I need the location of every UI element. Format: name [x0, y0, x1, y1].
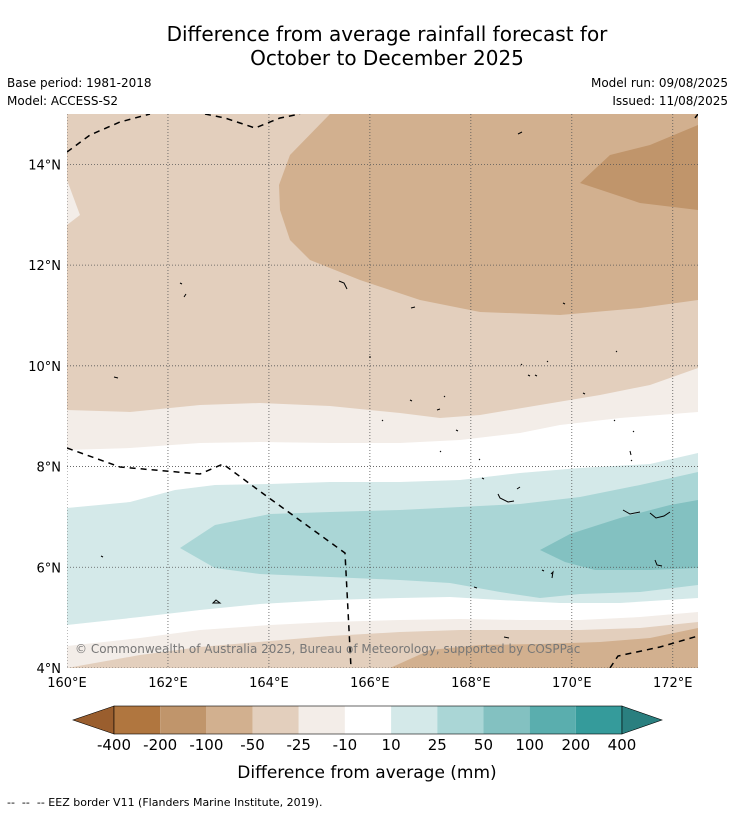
lon-tick-label: 170°E [552, 676, 592, 691]
island [439, 450, 633, 480]
island [517, 131, 523, 135]
colorbar: -400 -200 -100 -50 -25 -10 10 25 50 100 200 400 [72, 705, 663, 754]
colorbar-swatch [344, 706, 392, 734]
lat-tick-label: 14°N [28, 158, 61, 173]
colorbar-arrow-min [72, 705, 115, 735]
lat-tick-label: 6°N [37, 561, 62, 576]
anomaly-band-neg100-south [390, 628, 698, 668]
colorbar-swatch [483, 706, 530, 734]
title-line-2: October to December 2025 [250, 46, 524, 70]
anomaly-band-neg200 [580, 125, 698, 210]
colorbar-swatch [114, 706, 161, 734]
island [615, 350, 618, 353]
chart-title: Difference from average rainfall forecas… [0, 22, 736, 70]
island [409, 395, 446, 411]
island [582, 392, 586, 395]
lat-tick-label: 4°N [37, 662, 62, 677]
colorbar-swatch [206, 706, 253, 734]
colorbar-tick-label: 400 [608, 736, 637, 754]
anomaly-patch-west [67, 180, 80, 225]
eez-border-north-2 [204, 114, 301, 129]
lat-tick-label: 8°N [37, 461, 62, 476]
colorbar-swatch [437, 706, 484, 734]
lon-tick-label: 172°E [653, 676, 693, 691]
colorbar-tick-label: -25 [286, 736, 311, 754]
eez-border-west [67, 447, 352, 668]
colorbar-swatch [391, 706, 438, 734]
title-line-1: Difference from average rainfall forecas… [166, 22, 608, 46]
colorbar-arrow-max [621, 705, 663, 735]
lat-tick-labels: 14°N 12°N 10°N 8°N 6°N 4°N [28, 158, 61, 677]
island [541, 569, 554, 579]
model-run: Model run: 09/08/2025 [590, 76, 728, 90]
colorbar-tick-label: 100 [515, 736, 544, 754]
island [113, 376, 119, 379]
colorbar-swatch [298, 706, 345, 734]
island [211, 599, 222, 604]
colorbar-swatch [252, 706, 299, 734]
eez-border-north [67, 114, 151, 153]
meta-right: Model run: 09/08/2025 Issued: 11/08/2025 [591, 74, 728, 110]
map-area [67, 114, 698, 668]
island [179, 282, 187, 298]
anomaly-band-pos50 [180, 472, 698, 598]
graticule [67, 114, 698, 668]
colorbar-tick-label: -50 [240, 736, 265, 754]
island [338, 280, 348, 290]
island [410, 306, 416, 309]
islands [100, 131, 671, 639]
base-period: Base period: 1981-2018 [7, 76, 152, 90]
colorbar-title: Difference from average (mm) [237, 763, 496, 783]
anomaly-band-neg100 [279, 114, 698, 315]
lon-tick-labels: 160°E 162°E 164°E 166°E 168°E 170°E 172°E [47, 676, 692, 691]
eez-legend-note: -- -- -- EEZ border V11 (Flanders Marine… [7, 796, 323, 809]
lon-tick-label: 164°E [249, 676, 289, 691]
island [497, 486, 521, 503]
island [520, 360, 549, 377]
colorbar-swatch [575, 706, 622, 734]
eez-border-north-east [694, 114, 698, 119]
copyright-text: © Commonwealth of Australia 2025, Bureau… [75, 642, 580, 656]
island [100, 555, 104, 558]
lon-tick-label: 160°E [47, 676, 87, 691]
island [381, 419, 635, 433]
colorbar-tick-label: -200 [143, 736, 177, 754]
eez-borders [67, 114, 698, 668]
colorbar-tick-label: 200 [561, 736, 590, 754]
colorbar-swatch [529, 706, 576, 734]
island [473, 586, 478, 589]
colorbar-tick-label: 10 [382, 736, 401, 754]
lat-tick-label: 10°N [28, 360, 61, 375]
lat-tick-label: 12°N [28, 259, 61, 274]
colorbar-tick-label: 25 [428, 736, 447, 754]
colorbar-tick-label: 50 [474, 736, 493, 754]
island [562, 302, 566, 305]
lon-tick-label: 168°E [451, 676, 491, 691]
lon-tick-label: 166°E [350, 676, 390, 691]
island [503, 636, 510, 639]
meta-left: Base period: 1981-2018 Model: ACCESS-S2 [7, 74, 152, 110]
issued-date: Issued: 11/08/2025 [612, 94, 728, 108]
colorbar-tick-label: -400 [97, 736, 131, 754]
island [622, 509, 671, 519]
colorbar-swatch [160, 706, 207, 734]
island [654, 559, 663, 567]
colorbar-tick-label: -100 [189, 736, 223, 754]
model-name: Model: ACCESS-S2 [7, 94, 119, 108]
eez-border-south-east [609, 635, 698, 668]
lon-tick-label: 162°E [148, 676, 188, 691]
colorbar-tick-label: -10 [333, 736, 358, 754]
